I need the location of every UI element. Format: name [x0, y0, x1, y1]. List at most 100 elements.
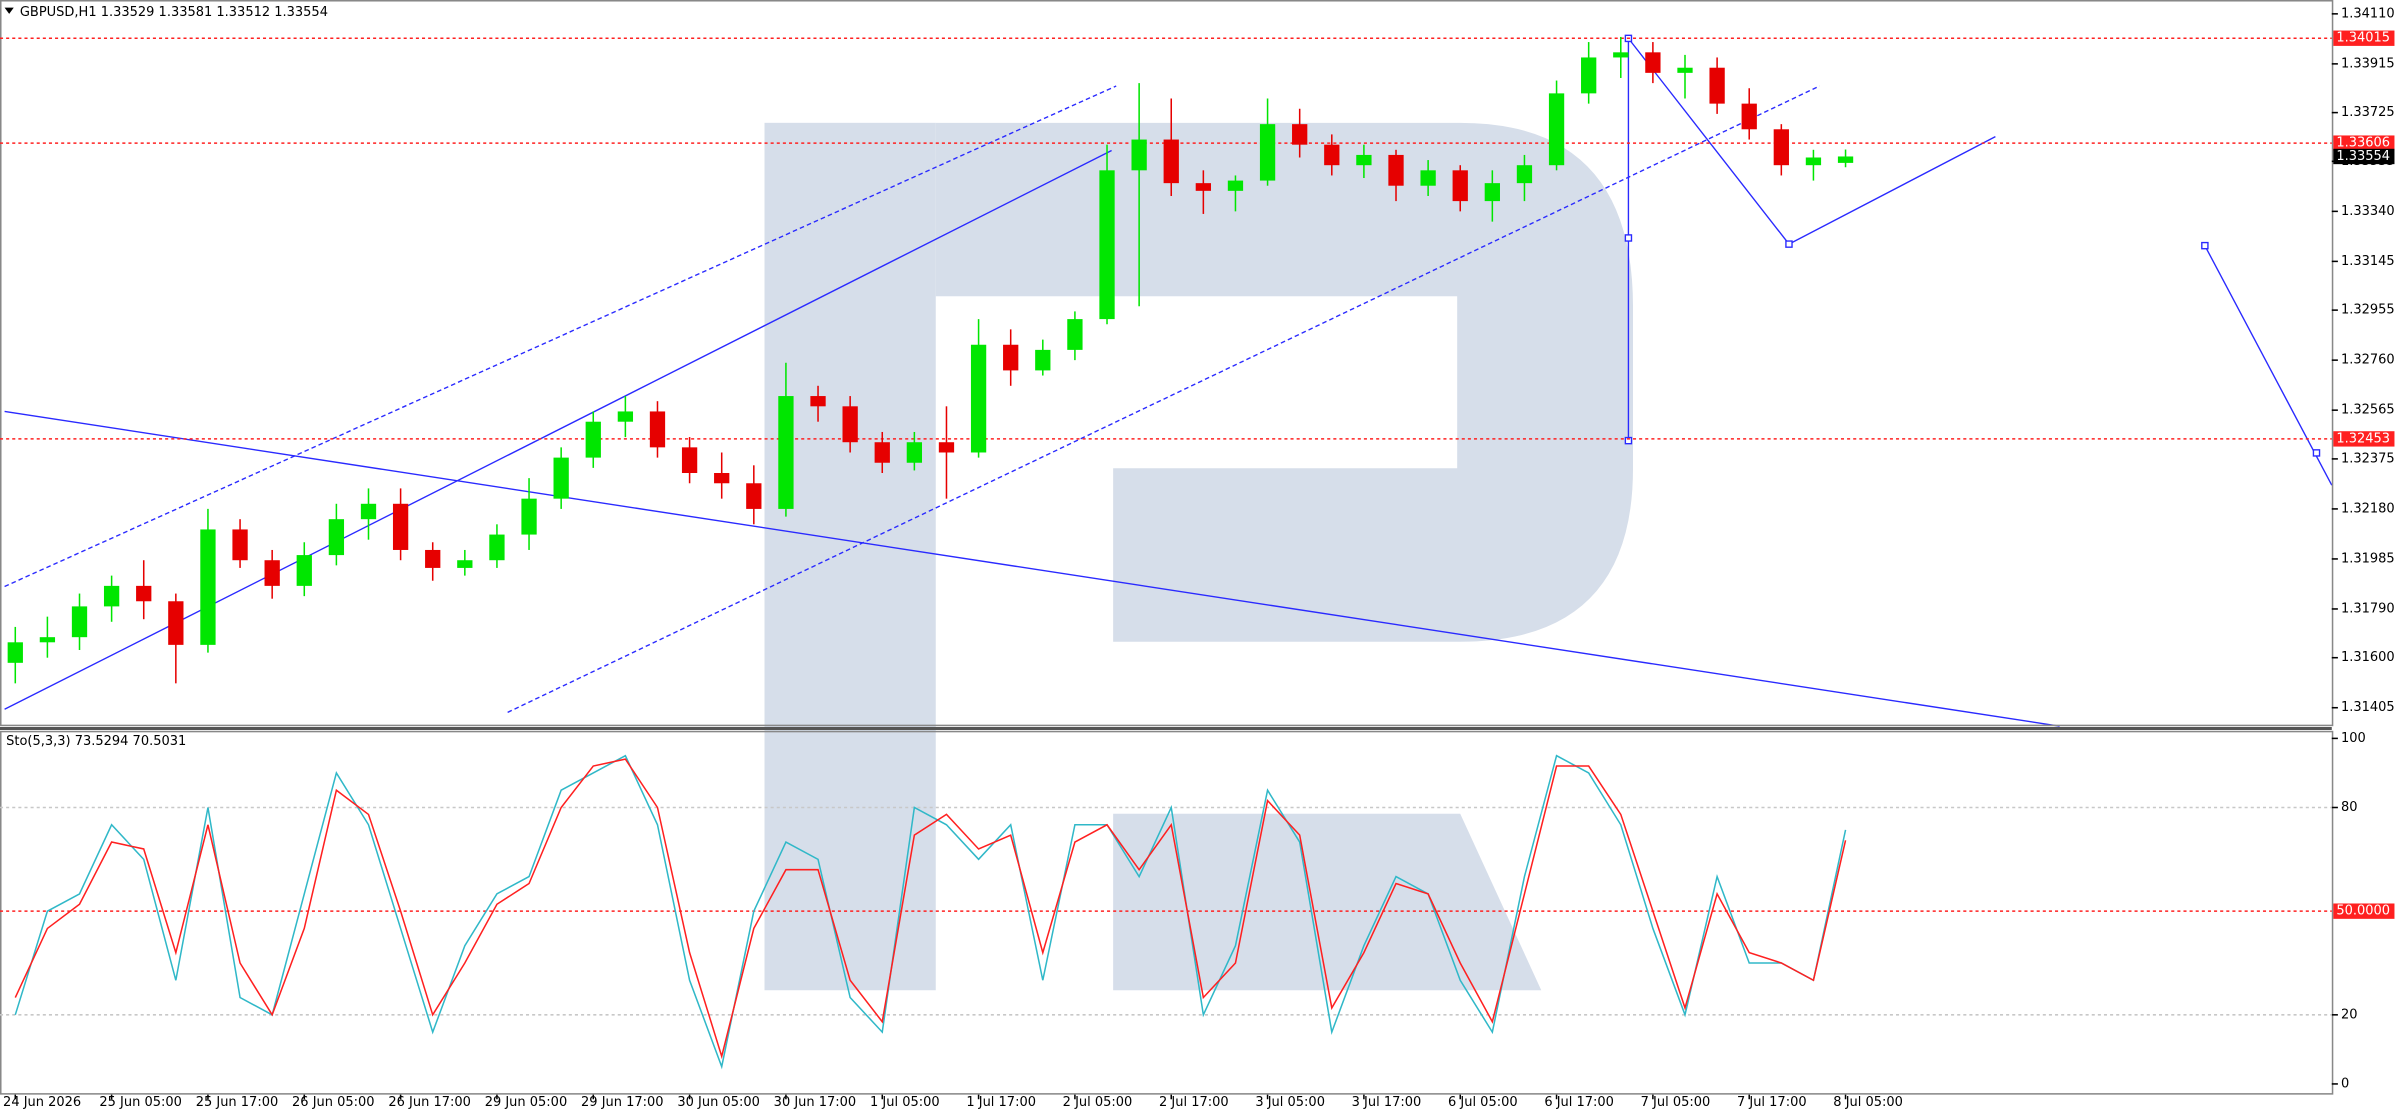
- y-tick-label: 1.32375: [2341, 451, 2395, 466]
- y-tick-label: 1.34110: [2341, 6, 2395, 21]
- y-tick-label: 1.32180: [2341, 501, 2395, 516]
- candle-body: [1677, 67, 1693, 73]
- level-label-bg: [2333, 903, 2395, 919]
- y-tick-label: 1.31405: [2341, 700, 2395, 715]
- trend-line: [4, 410, 2060, 727]
- price-frame: [0, 0, 2334, 727]
- level-label: 1.32453: [2336, 431, 2390, 446]
- candle-body: [103, 585, 120, 607]
- candle-body: [71, 606, 88, 638]
- y-tick-label: 20: [2341, 1007, 2358, 1022]
- candle-body: [392, 503, 409, 550]
- candle-body: [328, 519, 345, 556]
- level-label-bg: [2333, 431, 2395, 447]
- candle-body: [1548, 93, 1565, 166]
- candle-body: [521, 498, 537, 535]
- candle-body: [1773, 129, 1789, 166]
- anchor: [1624, 234, 1633, 242]
- candle-body: [906, 442, 923, 463]
- candle-body: [136, 585, 152, 602]
- candle-body: [1645, 52, 1661, 73]
- candle-body: [1741, 103, 1757, 130]
- candle-body: [457, 560, 473, 568]
- candle-body: [842, 406, 858, 443]
- x-tick-label: 29 Jun 05:00: [485, 1095, 568, 1110]
- candle-body: [1805, 157, 1822, 166]
- stochastic-line: [14, 758, 1847, 1060]
- channel-line: [4, 149, 1112, 710]
- x-tick-label: 30 Jun 17:00: [774, 1095, 857, 1110]
- candle-body: [649, 411, 666, 448]
- x-tick-label: 6 Jul 05:00: [1448, 1095, 1518, 1110]
- level-label-bg: [2333, 30, 2395, 46]
- projection-line: [2204, 245, 2333, 486]
- candle-body: [585, 421, 601, 458]
- watermark-leg: [1113, 813, 1542, 991]
- channel-line: [4, 85, 1117, 588]
- last-price-label: 1.33554: [2336, 149, 2390, 164]
- candle-body: [7, 642, 23, 663]
- candle-body: [1131, 139, 1147, 171]
- candle-body: [1452, 170, 1468, 202]
- x-tick-label: 26 Jun 05:00: [292, 1095, 375, 1110]
- candle-body: [681, 447, 698, 474]
- candle-body: [1163, 139, 1179, 184]
- x-tick-label: 6 Jul 17:00: [1544, 1095, 1614, 1110]
- x-tick-label: 2 Jul 05:00: [1063, 1095, 1133, 1110]
- candle-body: [778, 396, 794, 509]
- y-tick-label: 1.32955: [2341, 303, 2395, 318]
- y-tick-label: 1.33340: [2341, 204, 2395, 219]
- candle-body: [970, 344, 987, 453]
- stochastic-line: [14, 754, 1847, 1070]
- y-tick-label: 100: [2341, 731, 2366, 746]
- candle-body: [1356, 154, 1372, 166]
- last-price-bg: [2333, 148, 2395, 165]
- x-tick-label: 25 Jun 17:00: [196, 1095, 279, 1110]
- anchor: [1785, 240, 1793, 248]
- candle-body: [1067, 319, 1083, 350]
- stoch-frame: [0, 730, 2334, 1095]
- candle-body: [746, 483, 762, 509]
- y-tick-label: 0: [2341, 1076, 2349, 1091]
- candle-body: [1420, 170, 1436, 186]
- candle-body: [1613, 52, 1629, 58]
- x-tick-label: 29 Jun 17:00: [581, 1095, 664, 1110]
- x-tick-label: 7 Jul 05:00: [1641, 1095, 1711, 1110]
- x-tick-label: 24 Jun 2026: [3, 1095, 81, 1110]
- y-tick-label: 1.32565: [2341, 403, 2395, 418]
- candle-body: [1003, 344, 1019, 371]
- level-label: 1.34015: [2336, 31, 2390, 46]
- candle-body: [1195, 183, 1211, 191]
- y-tick-label: 1.32760: [2341, 353, 2395, 368]
- candle-body: [874, 442, 890, 463]
- drawings: [4, 34, 2333, 727]
- y-tick-label: 1.33145: [2341, 254, 2395, 269]
- candle-body: [617, 411, 634, 422]
- x-tick-label: 26 Jun 17:00: [388, 1095, 471, 1110]
- candle-body: [425, 549, 441, 568]
- candle-body: [553, 457, 569, 499]
- anchor: [1624, 436, 1633, 445]
- candle-body: [168, 601, 184, 645]
- candle-body: [296, 555, 312, 586]
- candle-body: [714, 473, 730, 484]
- candle-body: [39, 637, 56, 643]
- x-tick-label: 25 Jun 05:00: [99, 1095, 182, 1110]
- candle-body: [489, 534, 505, 561]
- candle-body: [360, 503, 377, 520]
- x-tick-label: 3 Jul 17:00: [1352, 1095, 1422, 1110]
- anchor: [2312, 449, 2321, 457]
- y-tick-label: 1.31985: [2341, 551, 2395, 566]
- candle-body: [1516, 165, 1533, 184]
- y-tick-label: 1.31600: [2341, 650, 2395, 665]
- candle-body: [1709, 67, 1725, 104]
- menu-arrow: [4, 7, 14, 14]
- candle-body: [938, 442, 955, 453]
- candle-body: [1581, 57, 1597, 94]
- level-label: 1.33606: [2336, 136, 2390, 151]
- x-tick-label: 1 Jul 17:00: [966, 1095, 1036, 1110]
- indicator-header: Sto(5,3,3) 73.5294 70.5031: [6, 734, 186, 749]
- level-label: 50.0000: [2336, 904, 2390, 919]
- candle-body: [1099, 170, 1115, 320]
